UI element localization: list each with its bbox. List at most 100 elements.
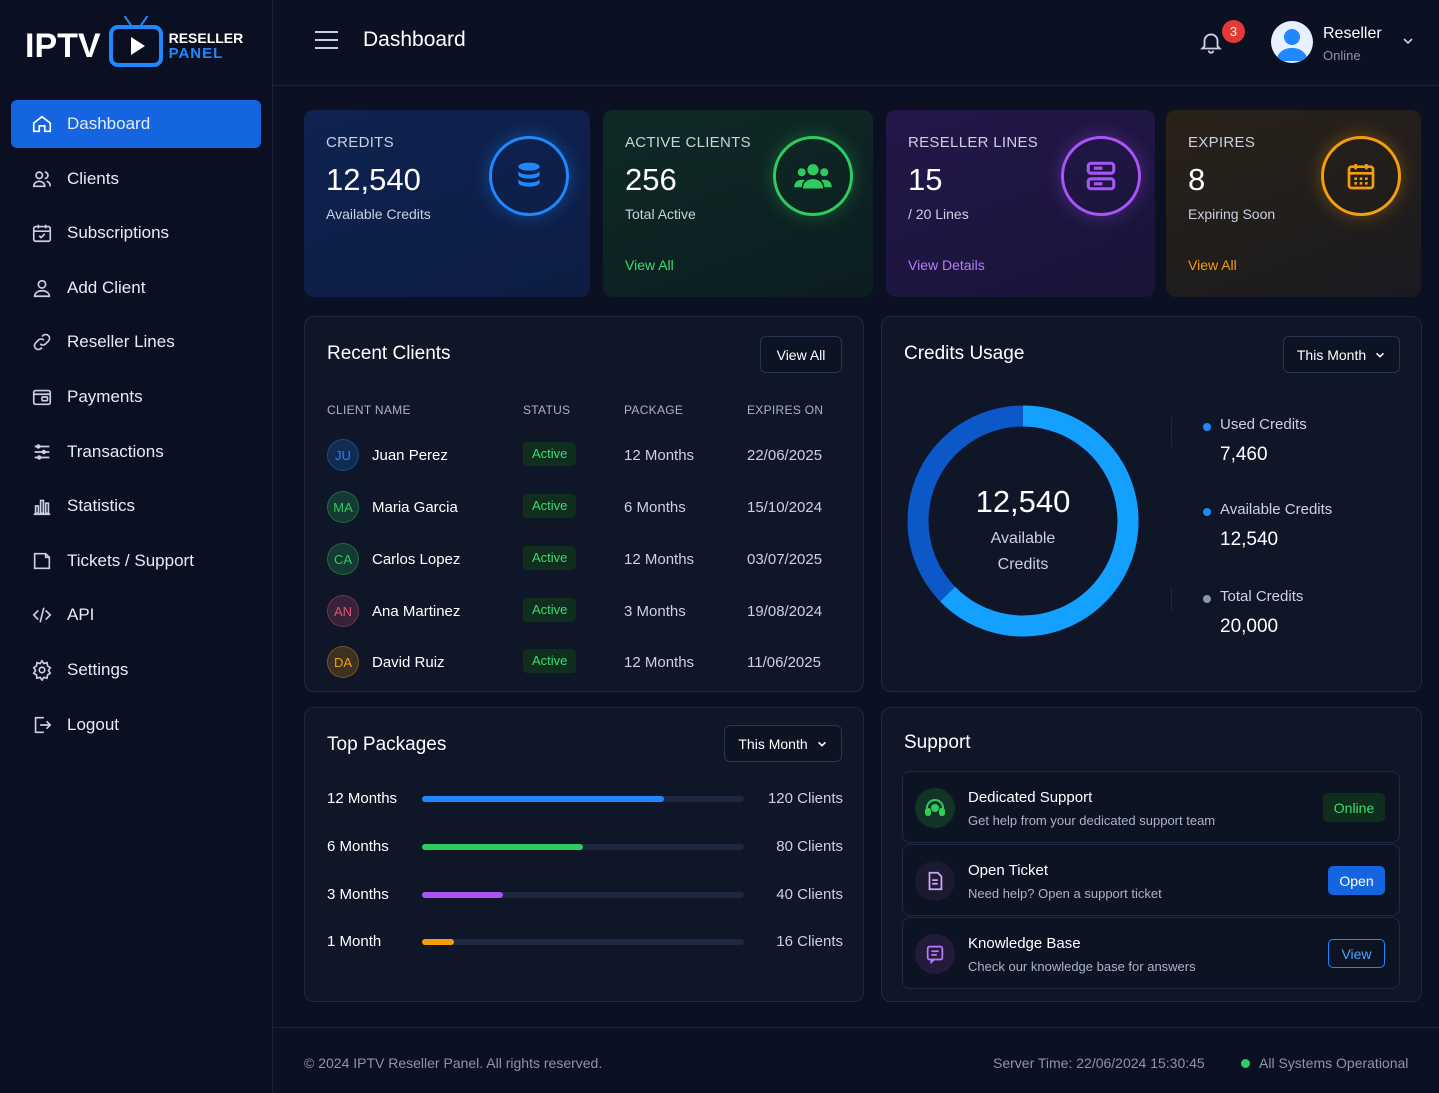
view-all-expiring-link[interactable]: View All <box>1188 257 1237 273</box>
client-package: 12 Months <box>624 551 695 568</box>
support-title: Dedicated Support <box>968 789 1093 806</box>
support-desc: Need help? Open a support ticket <box>968 886 1162 901</box>
panel-title: Recent Clients <box>327 343 451 364</box>
legend-label: Available Credits <box>1220 501 1333 518</box>
client-name[interactable]: Ana Martinez <box>372 603 461 620</box>
stat-value: 12,540 <box>326 162 421 197</box>
server-time: Server Time: 22/06/2024 15:30:45 <box>993 1055 1205 1071</box>
stat-sub: Available Credits <box>326 206 431 222</box>
client-package: 6 Months <box>624 499 686 516</box>
period-select-value: This Month <box>1296 346 1367 363</box>
nav-subscriptions[interactable]: Subscriptions <box>11 209 261 257</box>
calendar-icon <box>32 224 52 243</box>
support-item-ticket[interactable]: Open Ticket Need help? Open a support ti… <box>902 844 1400 916</box>
nav-clients[interactable]: Clients <box>11 155 261 203</box>
support-item-knowledge[interactable]: Knowledge Base Check our knowledge base … <box>902 917 1400 989</box>
user-icon <box>33 279 51 297</box>
sidebar-nav: Dashboard Clients Subscriptions Add Clie… <box>11 100 261 755</box>
support-item-dedicated[interactable]: Dedicated Support Get help from your ded… <box>902 771 1400 843</box>
nav-api[interactable]: API <box>11 591 261 639</box>
database-icon <box>489 136 569 216</box>
package-row: 12 Months 120 Clients <box>327 787 843 811</box>
status-badge: Active <box>523 442 577 466</box>
table-row[interactable]: AN Ana Martinez Active 3 Months 19/08/2024 <box>327 595 837 631</box>
client-avatar: DA <box>327 646 359 678</box>
stat-value: 15 <box>908 162 943 197</box>
package-bar-track <box>422 939 744 945</box>
column-header: STATUS <box>523 403 571 417</box>
period-select[interactable]: This Month <box>1283 336 1400 373</box>
table-row[interactable]: JU Juan Perez Active 12 Months 22/06/2025 <box>327 439 837 475</box>
view-details-link[interactable]: View Details <box>908 257 985 273</box>
stat-card-reseller-lines: RESELLER LINES 15 / 20 Lines View Detail… <box>886 110 1155 297</box>
nav-label: API <box>67 605 95 625</box>
ticket-icon <box>33 552 51 569</box>
status-badge: Active <box>523 546 577 570</box>
client-name[interactable]: Carlos Lopez <box>372 551 461 568</box>
legend-dot <box>1203 423 1211 431</box>
stat-label: ACTIVE CLIENTS <box>625 134 751 151</box>
avatar[interactable] <box>1271 21 1313 63</box>
bar-chart-icon <box>33 499 51 516</box>
package-count: 120 Clients <box>767 790 843 807</box>
nav-logout[interactable]: Logout <box>11 701 261 749</box>
view-all-button[interactable]: View All <box>760 336 842 373</box>
copyright: © 2024 IPTV Reseller Panel. All rights r… <box>304 1055 603 1071</box>
support-title: Knowledge Base <box>968 935 1081 952</box>
server-icon <box>1061 136 1141 216</box>
package-bar <box>422 796 664 802</box>
group-icon <box>773 136 853 216</box>
client-name[interactable]: David Ruiz <box>372 654 445 671</box>
panel-title: Credits Usage <box>904 343 1025 364</box>
support-title: Open Ticket <box>968 862 1049 879</box>
user-status: Online <box>1323 48 1361 63</box>
nav-payments[interactable]: Payments <box>11 373 261 421</box>
package-row: 1 Month 16 Clients <box>327 930 843 954</box>
view-all-clients-link[interactable]: View All <box>625 257 674 273</box>
client-expires: 15/10/2024 <box>747 499 823 516</box>
client-package: 12 Months <box>624 447 695 464</box>
nav-reseller-lines[interactable]: Reseller Lines <box>11 318 261 366</box>
brand-logo[interactable]: IPTV RESELLER PANEL <box>25 16 243 76</box>
table-row[interactable]: CA Carlos Lopez Active 12 Months 03/07/2025 <box>327 543 837 579</box>
chevron-down-icon[interactable] <box>1401 34 1415 48</box>
support-desc: Check our knowledge base for answers <box>968 959 1196 974</box>
sidebar: IPTV RESELLER PANEL Dashboard Clients Su… <box>0 0 273 1093</box>
view-knowledge-button[interactable]: View <box>1328 939 1385 968</box>
client-expires: 03/07/2025 <box>747 551 823 568</box>
nav-transactions[interactable]: Transactions <box>11 428 261 476</box>
table-row[interactable]: MA Maria Garcia Active 6 Months 15/10/2024 <box>327 491 837 527</box>
period-select-value: This Month <box>738 735 808 752</box>
nav-tickets-support[interactable]: Tickets / Support <box>11 537 261 585</box>
menu-icon[interactable] <box>315 31 338 51</box>
client-name[interactable]: Juan Perez <box>372 447 448 464</box>
open-ticket-button[interactable]: Open <box>1328 866 1385 895</box>
headset-icon <box>915 788 955 828</box>
client-name[interactable]: Maria Garcia <box>372 499 458 516</box>
calendar-icon <box>1321 136 1401 216</box>
chevron-down-icon <box>817 741 826 747</box>
package-bar-track <box>422 892 744 898</box>
nav-settings[interactable]: Settings <box>11 646 261 694</box>
footer: © 2024 IPTV Reseller Panel. All rights r… <box>273 1027 1439 1093</box>
page-title: Dashboard <box>363 28 466 51</box>
client-expires: 19/08/2024 <box>747 603 823 620</box>
period-select[interactable]: This Month <box>724 725 842 762</box>
table-row[interactable]: DA David Ruiz Active 12 Months 11/06/2025 <box>327 646 837 682</box>
donut-center-label: Credits <box>997 556 1049 573</box>
users-icon <box>32 170 52 187</box>
client-package: 3 Months <box>624 603 686 620</box>
user-name[interactable]: Reseller <box>1323 25 1382 42</box>
bell-icon[interactable] <box>1198 28 1224 56</box>
nav-add-client[interactable]: Add Client <box>11 264 261 312</box>
package-name: 12 Months <box>327 790 398 807</box>
donut-center-value: 12,540 <box>975 484 1071 519</box>
nav-statistics[interactable]: Statistics <box>11 482 261 530</box>
donut-center-label: Available <box>990 530 1056 547</box>
nav-dashboard[interactable]: Dashboard <box>11 100 261 148</box>
package-count: 16 Clients <box>776 933 843 950</box>
nav-label: Settings <box>67 659 129 679</box>
stat-label: CREDITS <box>326 134 394 151</box>
stat-label: EXPIRES <box>1188 134 1256 151</box>
column-header: CLIENT NAME <box>327 403 411 417</box>
